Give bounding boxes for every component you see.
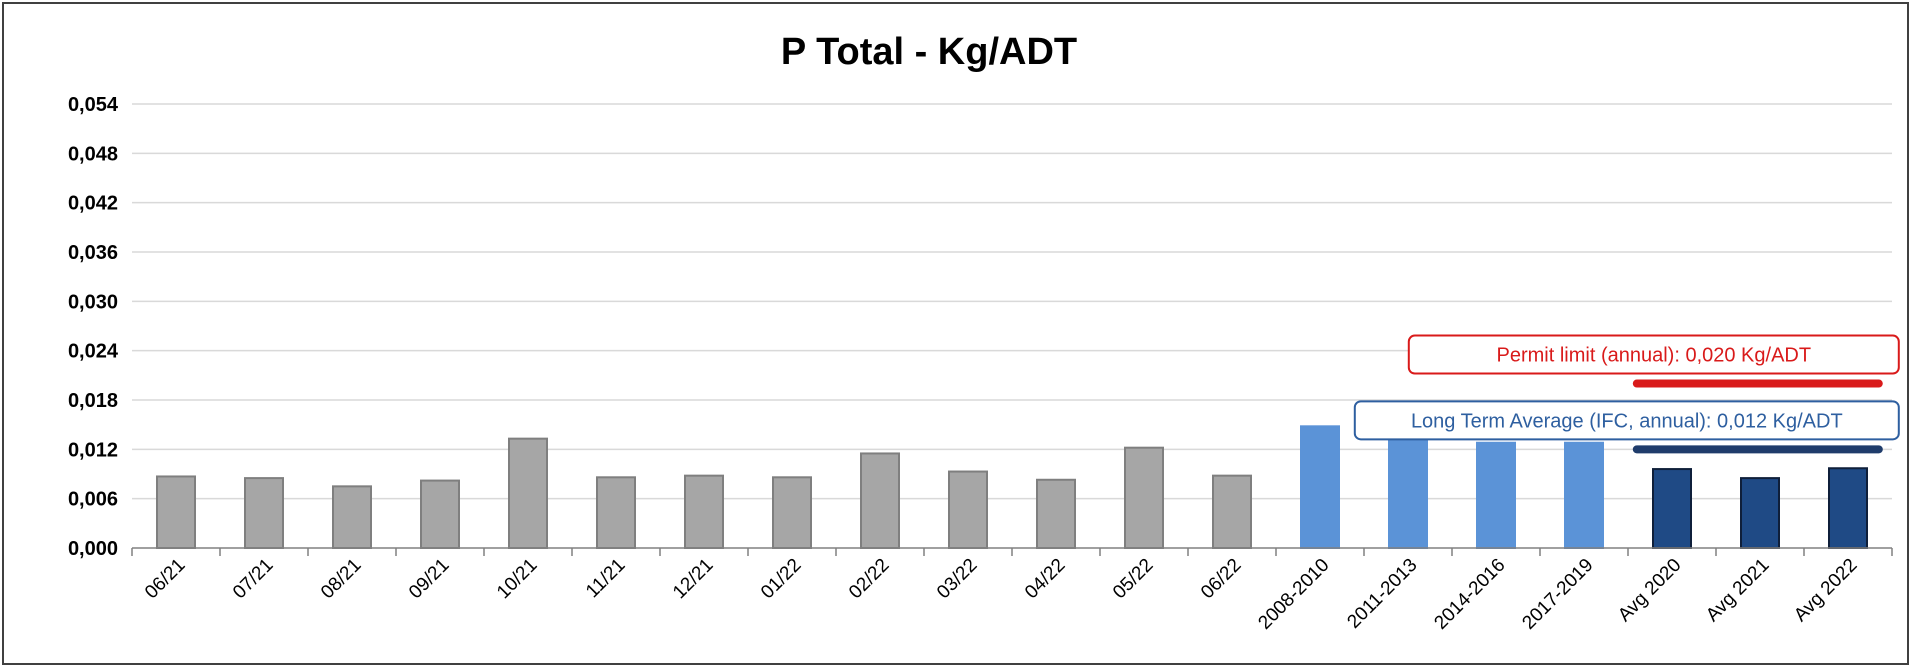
x-tick-label: Avg 2021: [1702, 555, 1773, 626]
annotations-layer: Permit limit (annual): 0,020 Kg/ADT Long …: [1353, 334, 1900, 441]
bar-08-21: [332, 485, 372, 550]
bar-avg-2022: [1828, 467, 1868, 549]
y-tick-label: 0,000: [68, 538, 118, 560]
y-tick-label: 0,018: [68, 390, 118, 412]
grid-layer: [132, 103, 1892, 500]
bar-04-22: [1036, 478, 1076, 549]
x-tick-label: 09/21: [405, 555, 453, 603]
x-tick-label: Avg 2022: [1790, 555, 1861, 626]
bar-06-21: [156, 475, 196, 550]
x-tick-label: 01/22: [757, 555, 805, 603]
y-tick-label: 0,012: [68, 439, 118, 461]
annotation-label: Permit limit (annual): 0,020 Kg/ADT: [1497, 345, 1812, 367]
chart-svg: P Total - Kg/ADT 0,000 0,006 0,012 0,018 0,0…: [68, 31, 1900, 634]
x-tick-label: 04/22: [1021, 555, 1069, 603]
annotation-box: [1407, 334, 1900, 375]
x-tick-label: 06/21: [141, 555, 189, 603]
bar-03-22: [948, 470, 988, 549]
y-tick-label: 0,048: [68, 143, 118, 165]
y-tick-label: 0,006: [68, 489, 118, 511]
y-tick-label: 0,024: [68, 341, 119, 363]
bar-09-21: [420, 479, 460, 550]
x-tick-label: 05/22: [1109, 555, 1157, 603]
bar-11-21: [596, 476, 636, 549]
bar-06-22: [1212, 474, 1252, 549]
bar-07-21: [244, 477, 284, 549]
reference-lines-layer: [1632, 379, 1883, 454]
x-tick-label: 08/21: [317, 555, 365, 603]
y-tick-label: 0,054: [68, 94, 119, 116]
bar-2011-2013: [1388, 436, 1428, 550]
x-tick-label: 06/22: [1197, 555, 1245, 603]
bar-2008-2010: [1300, 425, 1340, 549]
y-tick-label: 0,042: [68, 193, 118, 215]
x-tick-label: 2011-2013: [1343, 555, 1421, 633]
annotation-box: [1353, 400, 1900, 441]
annotation-label: Long Term Average (IFC, annual): 0,012 K…: [1411, 410, 1843, 432]
x-tick-label: 07/21: [229, 555, 277, 603]
bar-05-22: [1124, 446, 1164, 550]
bar-12-21: [684, 474, 724, 549]
x-tick-label: 2014-2016: [1430, 555, 1509, 634]
bar-10-21: [508, 437, 548, 549]
x-tick-label: Avg 2020: [1614, 555, 1685, 626]
bar-avg-2021: [1740, 477, 1780, 549]
bar-avg-2020: [1652, 468, 1692, 550]
bar-02-22: [860, 452, 900, 550]
x-tick-label: 02/22: [845, 555, 893, 603]
x-tick-label: 12/21: [669, 555, 717, 603]
x-tick-label: 2017-2019: [1518, 555, 1597, 634]
chart-title: P Total - Kg/ADT: [781, 31, 1077, 73]
bar-01-22: [772, 476, 812, 549]
bar-2014-2016: [1476, 441, 1516, 549]
x-tick-label: 2008-2010: [1254, 555, 1333, 634]
y-tick-label: 0,030: [68, 291, 118, 313]
x-tick-label: 03/22: [933, 555, 981, 603]
bar-2017-2019: [1564, 441, 1604, 549]
bars-layer: [156, 425, 1868, 550]
x-tick-label: 11/21: [582, 555, 629, 602]
y-tick-label: 0,036: [68, 242, 118, 264]
x-tick-label: 10/21: [493, 555, 541, 603]
